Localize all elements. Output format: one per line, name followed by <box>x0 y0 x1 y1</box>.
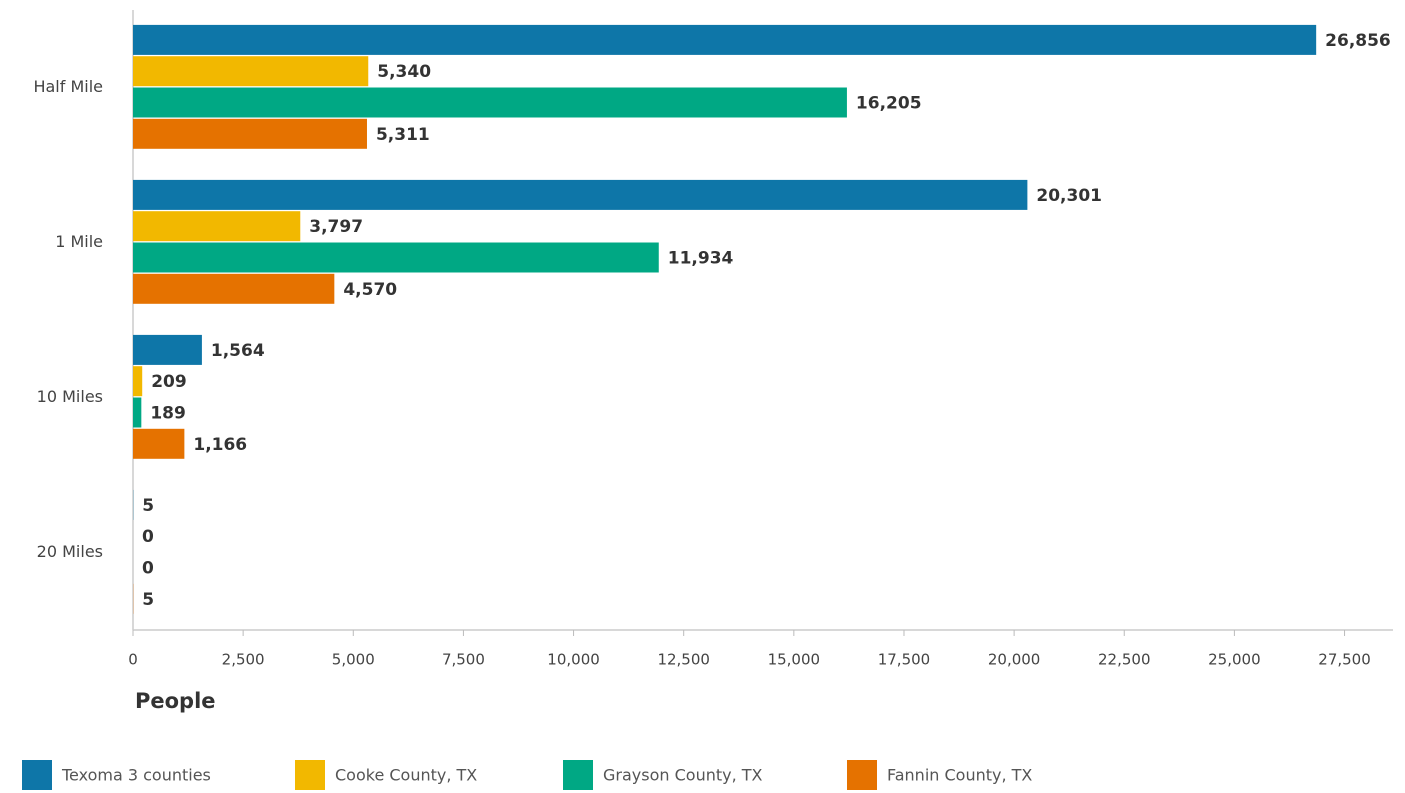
x-tick-label: 22,500 <box>1098 651 1151 669</box>
value-label: 5,311 <box>376 125 430 145</box>
bar <box>133 242 659 273</box>
legend-label: Cooke County, TX <box>335 766 477 785</box>
value-label: 189 <box>150 404 186 424</box>
value-label: 3,797 <box>309 217 363 237</box>
legend-swatch <box>22 760 52 790</box>
x-tick-label: 20,000 <box>988 651 1041 669</box>
value-label: 5,340 <box>377 62 431 82</box>
x-tick-label: 27,500 <box>1318 651 1371 669</box>
bar <box>133 273 335 304</box>
bar <box>133 397 142 428</box>
x-tick-label: 12,500 <box>657 651 710 669</box>
legend-label: Texoma 3 counties <box>61 766 211 785</box>
y-tick-label: Half Mile <box>33 77 103 96</box>
y-tick-label: 1 Mile <box>55 232 103 251</box>
y-tick-label: 20 Miles <box>37 542 103 561</box>
x-tick-label: 2,500 <box>222 651 265 669</box>
bar <box>133 179 1028 210</box>
x-axis-label: People <box>135 689 216 713</box>
bar <box>133 24 1317 55</box>
x-tick-label: 0 <box>128 651 138 669</box>
bar <box>133 56 369 87</box>
legend-swatch <box>563 760 593 790</box>
bar <box>133 87 847 118</box>
x-tick-label: 5,000 <box>332 651 375 669</box>
value-label: 20,301 <box>1036 186 1102 206</box>
bar <box>133 211 301 242</box>
bar <box>133 118 367 149</box>
value-label: 26,856 <box>1325 31 1391 51</box>
y-tick-label: 10 Miles <box>37 387 103 406</box>
value-label: 4,570 <box>343 280 397 300</box>
bar <box>133 428 185 459</box>
legend-label: Fannin County, TX <box>887 766 1032 785</box>
value-label: 1,166 <box>193 435 247 455</box>
value-label: 5 <box>142 590 154 610</box>
x-tick-label: 15,000 <box>768 651 821 669</box>
value-label: 0 <box>142 527 154 547</box>
legend-swatch <box>847 760 877 790</box>
x-tick-label: 7,500 <box>442 651 485 669</box>
legend-label: Grayson County, TX <box>603 766 763 785</box>
bar <box>133 334 202 365</box>
value-label: 1,564 <box>211 341 265 361</box>
value-label: 0 <box>142 559 154 579</box>
legend-swatch <box>295 760 325 790</box>
value-label: 16,205 <box>856 94 922 114</box>
value-label: 11,934 <box>668 249 734 269</box>
value-label: 209 <box>151 372 187 392</box>
x-tick-label: 25,000 <box>1208 651 1261 669</box>
value-label: 5 <box>142 496 154 516</box>
x-tick-label: 17,500 <box>878 651 931 669</box>
bar <box>133 366 143 397</box>
x-tick-label: 10,000 <box>547 651 600 669</box>
